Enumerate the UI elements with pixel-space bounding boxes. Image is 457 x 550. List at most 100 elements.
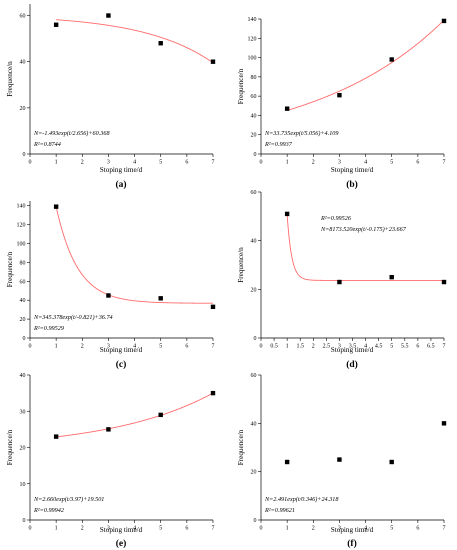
r-squared: R²=0.8744 xyxy=(33,141,61,148)
y-tick-label: 20 xyxy=(20,317,26,323)
y-tick-label: 0 xyxy=(23,518,26,524)
y-tick-label: 60 xyxy=(251,373,257,379)
x-tick-label: 4 xyxy=(133,526,136,532)
y-axis-label: Frequence/n xyxy=(237,68,245,104)
x-axis-label: Stoping time/d xyxy=(100,346,143,354)
x-tick-label: 1.5 xyxy=(296,344,304,350)
y-tick-label: 20 xyxy=(20,106,26,112)
x-tick-label: 3 xyxy=(107,526,110,532)
data-point xyxy=(441,279,447,285)
data-point xyxy=(106,427,111,432)
r-squared: R²=0.9937 xyxy=(264,141,293,148)
fit-equation: N=33.735exp(t/5.056)+4.109 xyxy=(264,130,338,137)
y-tick-label: 40 xyxy=(20,373,26,379)
x-tick-label: 5 xyxy=(390,526,393,532)
y-tick-label: 20 xyxy=(251,133,257,139)
data-point xyxy=(53,204,59,209)
x-tick-label: 0.5 xyxy=(270,344,278,350)
data-point xyxy=(389,274,394,280)
y-tick-label: 0 xyxy=(254,152,257,158)
data-point xyxy=(158,296,163,301)
x-tick-label: 7 xyxy=(443,526,446,532)
y-tick-label: 40 xyxy=(251,421,257,427)
x-tick-label: 0 xyxy=(29,526,32,532)
panel-label: (f) xyxy=(347,538,357,549)
fit-equation: N=345.378exp(t/-0.821)+36.74 xyxy=(33,314,113,321)
y-tick-label: 120 xyxy=(17,223,26,229)
x-axis-label: Stoping time/d xyxy=(331,346,374,354)
data-point xyxy=(284,459,290,465)
x-tick-label: 7 xyxy=(212,160,215,166)
x-tick-label: 0 xyxy=(260,344,263,350)
x-axis-label: Stoping time/d xyxy=(331,166,374,174)
panel-a: 0 1 2 3 4 5 6 7 0 20 40 60 Stoping time/d Frequence/n… xyxy=(6,4,216,190)
x-tick-label: 1 xyxy=(286,160,289,166)
y-tick-label: 80 xyxy=(251,75,257,81)
x-tick-label: 2 xyxy=(312,344,315,350)
x-tick-label: 5 xyxy=(390,344,393,350)
y-tick-label: 40 xyxy=(20,298,26,304)
x-tick-label: 2 xyxy=(81,526,84,532)
y-axis-label: Frequence/n xyxy=(237,247,245,283)
x-tick-label: 4 xyxy=(133,160,136,166)
x-tick-label: 5 xyxy=(159,526,162,532)
panel-f: 0 1 2 3 4 5 6 7 0 20 40 60 Stoping time/d Frequence/n… xyxy=(237,373,447,549)
x-tick-label: 2 xyxy=(81,160,84,166)
y-tick-label: 60 xyxy=(20,279,26,285)
data-point xyxy=(441,421,447,426)
fit-equation: N=2.660exp(t/3.97)+19.501 xyxy=(33,496,104,503)
data-point xyxy=(389,57,394,62)
data-point xyxy=(106,293,111,298)
x-tick-label: 7 xyxy=(443,344,446,350)
x-tick-label: 0 xyxy=(29,344,32,350)
y-tick-label: 60 xyxy=(20,14,26,20)
y-axis-label: Frequence/n xyxy=(6,61,14,97)
x-tick-label: 0 xyxy=(260,526,263,532)
y-tick-label: 30 xyxy=(20,409,26,415)
y-tick-label: 20 xyxy=(251,470,257,476)
data-point xyxy=(337,92,342,98)
fit-curve xyxy=(56,19,214,64)
y-axis-label: Frequence/n xyxy=(6,251,14,287)
panel-label: (b) xyxy=(346,179,358,190)
y-tick-label: 100 xyxy=(17,242,26,248)
data-point xyxy=(441,18,447,24)
x-tick-label: 5 xyxy=(159,344,162,350)
x-tick-label: 0 xyxy=(260,160,263,166)
panel-label: (c) xyxy=(116,359,127,370)
x-tick-label: 3 xyxy=(338,160,341,166)
r-squared: R²=0.99529 xyxy=(33,325,64,332)
fit-equation: N=2.491exp(t/0.346)+24.318 xyxy=(264,496,339,503)
data-point xyxy=(106,13,111,18)
x-tick-label: 6 xyxy=(185,344,188,350)
y-tick-label: 20 xyxy=(251,287,257,293)
y-tick-label: 40 xyxy=(251,113,257,119)
x-tick-label: 1 xyxy=(55,160,58,166)
data-point xyxy=(158,41,163,46)
x-tick-label: 5 xyxy=(390,160,393,166)
x-tick-label: 5.5 xyxy=(401,344,409,350)
x-tick-label: 1 xyxy=(55,526,58,532)
x-tick-label: 6.5 xyxy=(427,344,435,350)
x-tick-label: 4 xyxy=(364,344,367,350)
y-tick-label: 120 xyxy=(248,36,257,42)
x-tick-label: 5 xyxy=(159,160,162,166)
data-point xyxy=(53,434,59,439)
x-tick-label: 2 xyxy=(312,526,315,532)
panel-label: (a) xyxy=(115,179,126,190)
x-tick-label: 3 xyxy=(107,160,110,166)
y-tick-label: 0 xyxy=(23,336,26,342)
x-tick-label: 2.5 xyxy=(323,344,331,350)
x-axis-label: Stoping time/d xyxy=(100,166,143,174)
panel-label: (d) xyxy=(346,359,358,370)
y-tick-label: 40 xyxy=(20,60,26,66)
x-tick-label: 4 xyxy=(133,344,136,350)
x-tick-label: 3 xyxy=(338,526,341,532)
fit-equation: N=-1.493exp(t/2.656)+60.368 xyxy=(33,130,110,137)
fit-equation: N=8173.520exp(t/-0.175)+23.667 xyxy=(320,226,407,233)
x-axis-label: Stoping time/d xyxy=(331,526,374,534)
y-tick-label: 40 xyxy=(251,239,257,245)
data-point xyxy=(284,211,290,217)
x-tick-label: 3 xyxy=(338,344,341,350)
